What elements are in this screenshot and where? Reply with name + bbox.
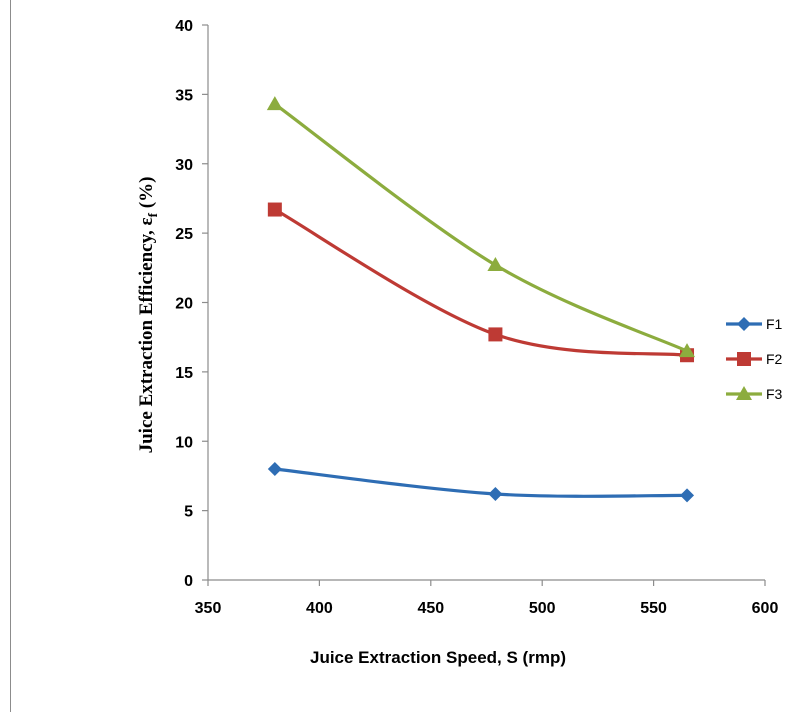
data-point-f1 (680, 488, 695, 503)
y-axis-title-subscript: f (145, 212, 160, 217)
series-line-f3 (273, 102, 688, 353)
y-tick-label: 20 (175, 296, 193, 313)
legend: F1 F2 F3 (726, 316, 783, 402)
y-tick-label: 25 (175, 226, 193, 243)
x-tick-label: 400 (306, 600, 333, 617)
data-point-f3 (266, 96, 283, 111)
series-line-f2 (274, 208, 688, 357)
series-layer (266, 96, 696, 503)
data-point-f3 (487, 257, 504, 272)
x-tick-label: 500 (529, 600, 556, 617)
series-line-f1 (274, 467, 688, 498)
data-point-f3 (679, 343, 696, 358)
y-axis-title-unit: (%) (136, 177, 157, 213)
chart-frame (10, 0, 795, 712)
legend-label-f2: F2 (766, 351, 783, 367)
x-axis-title: Juice Extraction Speed, S (rmp) (310, 648, 566, 667)
legend-item-f1: F1 (726, 316, 783, 332)
y-tick-label: 40 (175, 18, 193, 35)
y-tick-label: 30 (175, 157, 193, 174)
x-tick-label: 600 (752, 600, 779, 617)
legend-marker-f3 (736, 386, 752, 400)
y-tick-label: 10 (175, 434, 193, 451)
y-ticks: 0 5 10 15 20 25 30 35 40 (175, 18, 208, 590)
x-tick-label: 450 (417, 600, 444, 617)
y-axis-title-main: Juice Extraction Efficiency, ε (136, 217, 157, 453)
y-axis-title: Juice Extraction Efficiency, εf (%) (136, 177, 160, 454)
y-tick-label: 35 (175, 87, 193, 104)
data-point-f2 (267, 202, 282, 217)
x-tick-label: 350 (195, 600, 222, 617)
data-point-f1 (488, 486, 503, 501)
legend-marker-f1 (737, 317, 751, 331)
y-tick-label: 15 (175, 365, 193, 382)
series-f2 (267, 202, 695, 363)
y-tick-label: 0 (184, 573, 193, 590)
x-tick-label: 550 (640, 600, 667, 617)
data-point-f1 (267, 462, 282, 476)
legend-item-f2: F2 (726, 351, 783, 367)
y-tick-label: 5 (184, 504, 193, 521)
series-f1 (267, 462, 695, 503)
x-ticks: 350 400 450 500 550 600 (195, 580, 779, 617)
legend-label-f3: F3 (766, 386, 783, 402)
legend-marker-f2 (737, 352, 751, 366)
legend-item-f3: F3 (726, 386, 783, 402)
data-point-f2 (488, 327, 503, 342)
series-f3 (266, 96, 696, 358)
legend-label-f1: F1 (766, 316, 783, 332)
axes: 0 5 10 15 20 25 30 35 40 350 400 450 500 550 600 (175, 18, 778, 617)
